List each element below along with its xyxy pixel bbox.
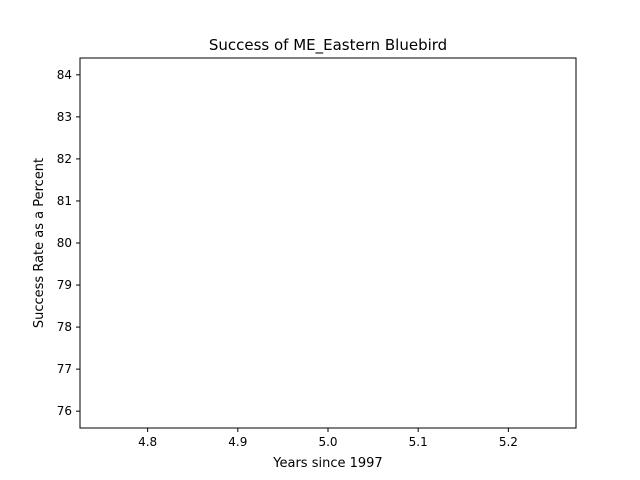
y-tick-label: 83 [57, 110, 72, 124]
y-tick-label: 79 [57, 278, 72, 292]
y-tick-label: 81 [57, 194, 72, 208]
y-tick-label: 80 [57, 236, 72, 250]
y-tick-label: 78 [57, 320, 72, 334]
x-tick-label: 4.8 [138, 435, 157, 449]
x-tick-label: 5.2 [499, 435, 518, 449]
chart-title: Success of ME_Eastern Bluebird [209, 36, 447, 55]
y-tick-label: 84 [57, 68, 72, 82]
x-tick-label: 4.9 [228, 435, 247, 449]
x-tick-label: 5.0 [318, 435, 337, 449]
y-tick-label: 77 [57, 362, 72, 376]
x-axis-label: Years since 1997 [272, 456, 382, 471]
y-tick-label: 76 [57, 404, 72, 418]
y-axis-label: Success Rate as a Percent [32, 158, 47, 328]
y-axis: 76 77 78 79 80 81 82 83 84 [57, 68, 80, 418]
x-axis: 4.8 4.9 5.0 5.1 5.2 [138, 428, 518, 449]
x-tick-label: 5.1 [409, 435, 428, 449]
y-tick-label: 82 [57, 152, 72, 166]
